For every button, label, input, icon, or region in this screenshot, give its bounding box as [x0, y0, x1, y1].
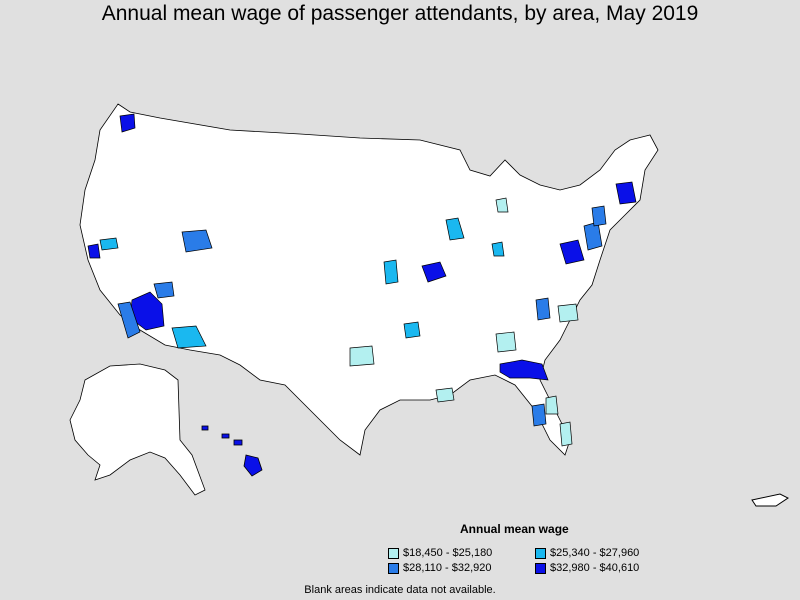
- legend-label-2: $25,340 - $27,960: [550, 547, 640, 559]
- area-arizona-north: [153, 281, 175, 299]
- hawaii: [201, 425, 263, 477]
- area-salt-lake: [181, 229, 213, 253]
- area-tucson: [171, 325, 207, 349]
- area-southern-california: [117, 301, 141, 339]
- legend-title: Annual mean wage: [460, 522, 569, 536]
- area-washington-dc: [559, 239, 585, 265]
- legend-label-4: $32,980 - $40,610: [550, 562, 640, 574]
- legend-item-2: $25,340 - $27,960: [535, 547, 639, 559]
- map-title: Annual mean wage of passenger attendants…: [101, 2, 699, 25]
- area-sacramento: [99, 237, 119, 251]
- area-oklahoma: [403, 321, 421, 339]
- area-seattle: [119, 113, 136, 133]
- legend-swatch-4: [535, 562, 546, 574]
- legend-swatch-2: [535, 547, 546, 559]
- territory-islands: [751, 493, 789, 507]
- area-raleigh: [557, 303, 579, 323]
- legend-swatch-1: [388, 547, 399, 559]
- area-philadelphia: [583, 221, 603, 251]
- area-charlotte: [535, 297, 551, 321]
- legend-item-1: $18,450 - $25,180: [388, 547, 492, 559]
- footnote: Blank areas indicate data not available.: [304, 584, 496, 596]
- legend-swatch-3: [388, 562, 399, 574]
- legend-item-4: $32,980 - $40,610: [535, 562, 639, 574]
- area-florida-miami: [559, 421, 573, 447]
- area-indiana: [491, 241, 505, 257]
- area-kansas-city: [383, 259, 399, 285]
- area-boston: [615, 181, 637, 205]
- area-gulf-light: [435, 387, 455, 403]
- area-gulf-coast: [499, 359, 549, 381]
- area-st-louis: [421, 261, 447, 283]
- wage-areas: [87, 113, 637, 447]
- area-michigan: [495, 197, 509, 213]
- legend-item-3: $28,110 - $32,920: [388, 562, 491, 574]
- area-new-york: [591, 205, 607, 227]
- area-dallas: [349, 345, 375, 367]
- area-florida-tampa: [531, 403, 547, 427]
- legend-label-1: $18,450 - $25,180: [403, 547, 493, 559]
- legend-label-3: $28,110 - $32,920: [403, 562, 492, 574]
- area-florida-orlando: [545, 395, 559, 415]
- area-chicago: [445, 217, 465, 241]
- alaska: [69, 363, 206, 496]
- area-atlanta: [495, 331, 517, 353]
- area-san-francisco: [87, 243, 101, 259]
